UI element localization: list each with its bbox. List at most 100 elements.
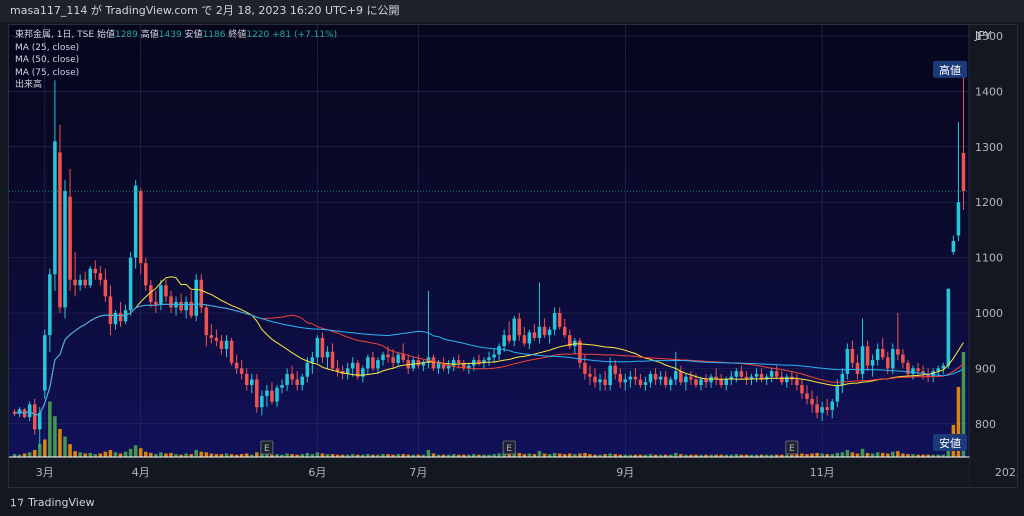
candle-body[interactable]	[860, 346, 865, 374]
candle-body[interactable]	[668, 379, 673, 385]
candle-body[interactable]	[845, 349, 850, 374]
candle-body[interactable]	[557, 313, 562, 327]
candle-body[interactable]	[118, 313, 123, 322]
candle-body[interactable]	[830, 401, 835, 410]
candle-body[interactable]	[679, 371, 683, 383]
candle-body[interactable]	[366, 357, 370, 369]
candle-body[interactable]	[567, 335, 572, 347]
chart-panel[interactable]: EEEEJPY8009001000110012001300140015003月4…	[8, 24, 1018, 488]
candle-body[interactable]	[386, 354, 390, 358]
candle-body[interactable]	[32, 404, 37, 430]
candle-body[interactable]	[63, 191, 67, 308]
candle-body[interactable]	[764, 376, 769, 380]
candle-body[interactable]	[739, 371, 744, 377]
candle-body[interactable]	[143, 263, 148, 286]
candle-body[interactable]	[588, 373, 592, 377]
candle-body[interactable]	[184, 301, 188, 311]
candle-body[interactable]	[719, 379, 723, 385]
candle-body[interactable]	[441, 362, 446, 369]
candle-body[interactable]	[249, 379, 254, 385]
candle-body[interactable]	[562, 326, 567, 336]
candle-body[interactable]	[901, 354, 905, 363]
candle-body[interactable]	[467, 365, 471, 369]
candle-body[interactable]	[58, 152, 62, 308]
candle-body[interactable]	[850, 349, 855, 363]
earnings-marker-icon[interactable]	[260, 440, 274, 455]
candle-body[interactable]	[547, 329, 552, 336]
candle-body[interactable]	[164, 285, 168, 297]
candle-body[interactable]	[194, 279, 199, 316]
candle-body[interactable]	[179, 301, 183, 311]
candle-body[interactable]	[754, 373, 759, 377]
candle-body[interactable]	[734, 371, 739, 377]
candle-body[interactable]	[936, 368, 941, 372]
candle-body[interactable]	[315, 337, 320, 358]
candle-body[interactable]	[451, 360, 456, 366]
candle-body[interactable]	[214, 337, 219, 341]
candle-body[interactable]	[12, 411, 17, 414]
candle-body[interactable]	[835, 385, 840, 402]
candle-body[interactable]	[694, 379, 698, 385]
candle-body[interactable]	[522, 335, 527, 344]
candle-body[interactable]	[502, 335, 506, 347]
candle-body[interactable]	[628, 376, 633, 380]
candle-body[interactable]	[961, 152, 966, 192]
candle-body[interactable]	[941, 365, 946, 369]
candle-body[interactable]	[603, 379, 607, 385]
candle-body[interactable]	[774, 371, 779, 377]
candle-body[interactable]	[497, 346, 501, 355]
candle-body[interactable]	[93, 268, 98, 274]
candle-body[interactable]	[875, 349, 880, 361]
candle-body[interactable]	[78, 279, 82, 286]
price-chart[interactable]: EEEEJPY8009001000110012001300140015003月4…	[9, 25, 1017, 487]
candle-body[interactable]	[527, 332, 532, 344]
candle-body[interactable]	[618, 373, 623, 383]
candle-body[interactable]	[224, 340, 229, 349]
candle-body[interactable]	[598, 379, 602, 383]
candle-body[interactable]	[638, 379, 643, 385]
candle-body[interactable]	[391, 357, 395, 363]
candle-body[interactable]	[290, 373, 294, 380]
candle-body[interactable]	[234, 362, 239, 369]
candle-body[interactable]	[255, 379, 259, 408]
candle-body[interactable]	[113, 313, 118, 325]
candle-body[interactable]	[613, 365, 617, 374]
candle-body[interactable]	[542, 326, 547, 336]
candle-body[interactable]	[68, 196, 72, 280]
candle-body[interactable]	[769, 371, 774, 377]
candle-body[interactable]	[926, 373, 930, 377]
candle-body[interactable]	[885, 357, 890, 369]
candle-body[interactable]	[361, 368, 365, 377]
candle-body[interactable]	[870, 360, 875, 366]
candle-body[interactable]	[906, 362, 910, 374]
candle-body[interactable]	[931, 371, 935, 377]
candle-body[interactable]	[724, 379, 729, 385]
candle-body[interactable]	[431, 357, 436, 369]
candle-body[interactable]	[795, 379, 799, 385]
candle-body[interactable]	[805, 393, 809, 399]
candle-body[interactable]	[436, 362, 441, 369]
candle-body[interactable]	[133, 185, 138, 258]
candle-body[interactable]	[108, 296, 113, 325]
candle-body[interactable]	[951, 241, 956, 253]
candle-body[interactable]	[381, 354, 385, 361]
candle-body[interactable]	[684, 376, 688, 383]
candle-body[interactable]	[345, 368, 350, 374]
candle-body[interactable]	[714, 376, 718, 380]
legend-ma25[interactable]: MA (25, close)	[15, 42, 80, 53]
candle-body[interactable]	[456, 360, 461, 363]
candle-body[interactable]	[376, 360, 380, 369]
candle-body[interactable]	[663, 376, 668, 385]
candle-body[interactable]	[744, 376, 749, 380]
candle-body[interactable]	[785, 376, 789, 383]
candle-body[interactable]	[921, 371, 925, 374]
candle-body[interactable]	[608, 365, 612, 385]
candle-body[interactable]	[911, 368, 915, 374]
candle-body[interactable]	[820, 407, 824, 413]
candle-body[interactable]	[335, 368, 340, 372]
candle-body[interactable]	[229, 340, 234, 363]
candle-body[interactable]	[759, 373, 764, 380]
legend-volume[interactable]: 出来高	[15, 80, 43, 90]
candle-body[interactable]	[643, 382, 648, 385]
candle-body[interactable]	[270, 390, 274, 402]
